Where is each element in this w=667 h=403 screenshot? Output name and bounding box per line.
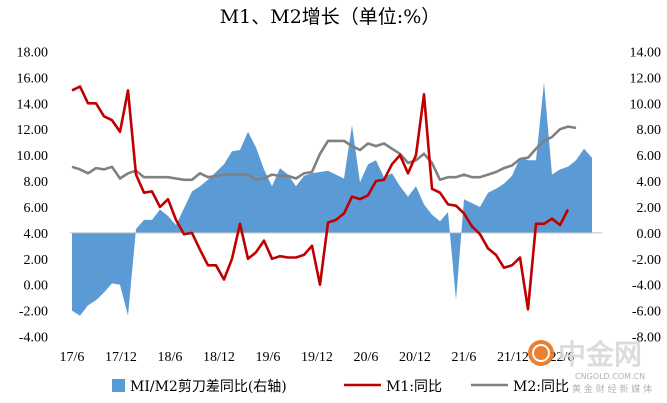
legend-label-m2: M2:同比	[513, 379, 569, 395]
series-m2-line	[71, 125, 577, 182]
plot-area	[70, 82, 602, 316]
right-axis-ticks: 14.00 12.00 10.00 8.00 6.00 4.00 2.00 0.00 -2.00…	[630, 46, 662, 346]
right-tick-2.00: 2.00	[637, 201, 662, 216]
right-tick-10.00: 10.00	[630, 97, 662, 112]
watermark-name: 中金网	[558, 338, 642, 371]
left-tick-10.00: 10.00	[17, 149, 49, 164]
left-tick-12.00: 12.00	[17, 123, 49, 138]
chart-title: M1、M2增长（单位:%）	[220, 6, 441, 28]
left-tick-4.00: 4.00	[24, 227, 49, 242]
right-tick--4.00: -4.00	[632, 279, 661, 294]
right-tick--6.00: -6.00	[632, 305, 661, 320]
x-tick-20-12: 20/12	[399, 350, 431, 365]
left-tick-14.00: 14.00	[17, 97, 49, 112]
coin-logo-ring-icon	[532, 344, 550, 362]
series-spread-area	[72, 82, 592, 316]
left-tick-8.00: 8.00	[24, 175, 49, 190]
left-tick--4.00: -4.00	[19, 331, 48, 346]
right-tick-12.00: 12.00	[630, 71, 662, 86]
x-tick-17-12: 17/12	[105, 350, 137, 365]
legend-label-m1: M1:同比	[386, 379, 442, 395]
x-tick-22-6: 22/6	[550, 350, 575, 365]
left-tick--2.00: -2.00	[19, 305, 48, 320]
legend: MI/M2剪刀差同比(右轴) M1:同比 M2:同比	[112, 379, 569, 395]
watermark-slogan: 黄 金 财 经 新 媒 体	[572, 383, 652, 395]
right-tick--2.00: -2.00	[632, 253, 661, 268]
x-tick-20-6: 20/6	[354, 350, 379, 365]
legend-label-spread: MI/M2剪刀差同比(右轴)	[130, 379, 287, 395]
x-tick-17-6: 17/6	[60, 350, 85, 365]
left-tick-6.00: 6.00	[24, 201, 49, 216]
right-tick--8.00: -8.00	[632, 331, 661, 346]
right-tick-0.00: 0.00	[637, 227, 662, 242]
x-tick-19-6: 19/6	[256, 350, 281, 365]
right-tick-8.00: 8.00	[637, 123, 662, 138]
legend-swatch-spread	[112, 379, 125, 392]
x-axis-ticks: 17/6 17/12 18/6 18/12 19/6 19/12 20/6 20/12 21/6…	[60, 350, 575, 365]
x-tick-18-6: 18/6	[158, 350, 183, 365]
series-m1-line	[71, 85, 570, 311]
right-tick-6.00: 6.00	[637, 149, 662, 164]
left-tick-0.00: 0.00	[24, 279, 49, 294]
x-tick-19-12: 19/12	[301, 350, 333, 365]
watermark-domain: CNGOLD.COM.CN	[575, 372, 645, 381]
left-tick-2.00: 2.00	[24, 253, 49, 268]
left-tick-16.00: 16.00	[17, 71, 49, 86]
watermark-logo: 中金网 CNGOLD.COM.CN 黄 金 财 经 新 媒 体	[528, 338, 652, 395]
x-tick-21-12: 21/12	[497, 350, 529, 365]
left-axis-ticks: 18.00 16.00 14.00 12.00 10.00 8.00 6.00 4.00 2.0…	[17, 46, 49, 346]
right-tick-4.00: 4.00	[637, 175, 662, 190]
x-tick-18-12: 18/12	[203, 350, 235, 365]
right-tick-14.00: 14.00	[630, 46, 662, 61]
coin-logo-icon	[528, 340, 554, 366]
x-tick-21-6: 21/6	[452, 350, 477, 365]
left-tick-18.00: 18.00	[17, 46, 49, 61]
